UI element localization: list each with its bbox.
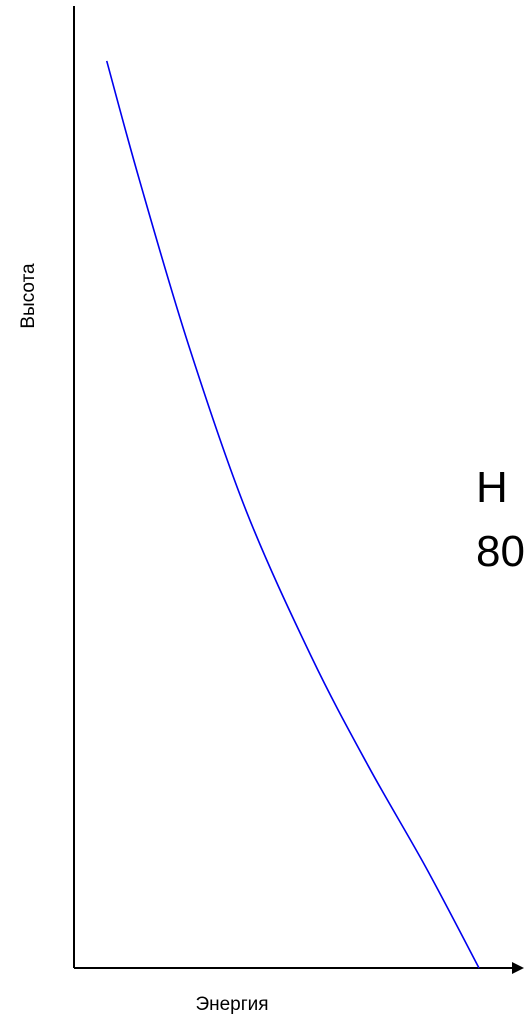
data-point-2 — [188, 344, 189, 345]
data-point-4 — [311, 656, 312, 657]
data-point-5 — [368, 766, 369, 767]
x-axis-label: Энергия — [195, 994, 268, 1015]
series-points — [106, 60, 479, 968]
y-axis-label: Высота — [18, 263, 39, 329]
series-line — [105, 60, 480, 969]
data-point-7 — [479, 968, 480, 969]
data-point-0 — [106, 60, 107, 61]
data-point-1 — [139, 180, 140, 181]
data-point-3 — [245, 509, 246, 510]
data-point-6 — [425, 867, 426, 868]
overlay-text-line-2: 80 — [476, 527, 524, 576]
x-axis-arrowhead — [512, 962, 524, 974]
overlay-text-line-1: Н — [476, 463, 508, 512]
